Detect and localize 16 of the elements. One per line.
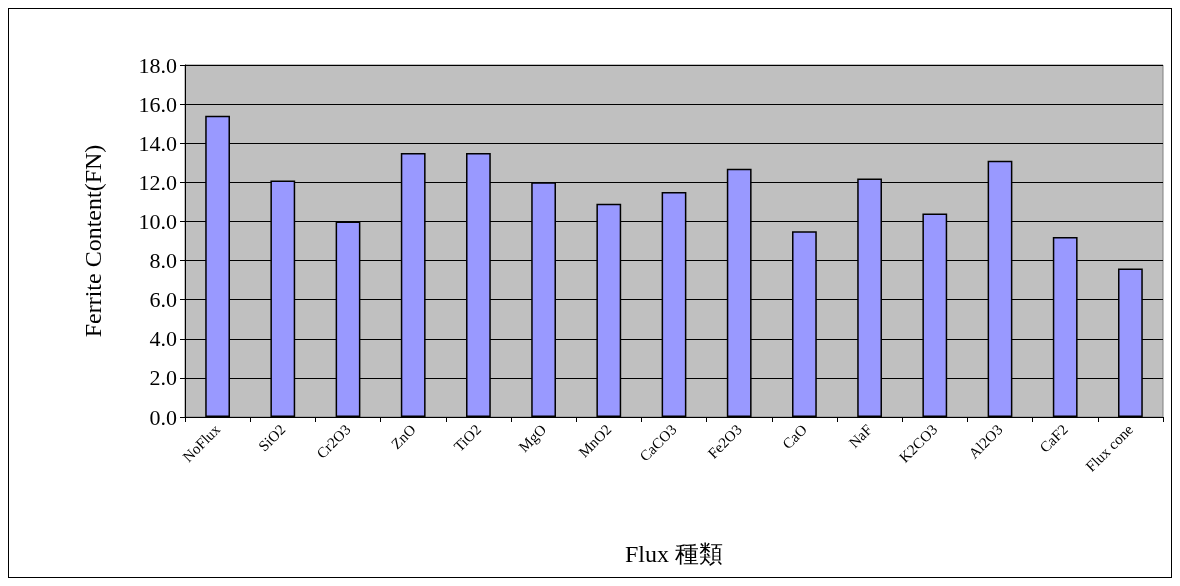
x-tick-label: CaO [779,421,811,453]
y-tick-label: 18.0 [138,52,177,78]
y-tick-label: 4.0 [149,326,177,352]
y-tick-label: 16.0 [138,91,177,117]
x-tick-label: Flux cone [1082,421,1137,475]
x-axis-title: Flux 種類 [624,541,724,567]
y-tick-label: 12.0 [138,169,177,195]
y-tick-label: 6.0 [149,287,177,313]
x-tick-label: ZnO [388,421,419,453]
y-tick-label: 8.0 [149,248,177,274]
y-tick-label: 14.0 [138,130,177,156]
y-axis-title: Ferrite Content(FN) [80,144,106,338]
y-tick-label: 2.0 [149,365,177,391]
x-tick-label: NaF [845,421,876,451]
y-tick-label: 10.0 [138,208,177,234]
y-tick-label: 0.0 [149,404,177,430]
